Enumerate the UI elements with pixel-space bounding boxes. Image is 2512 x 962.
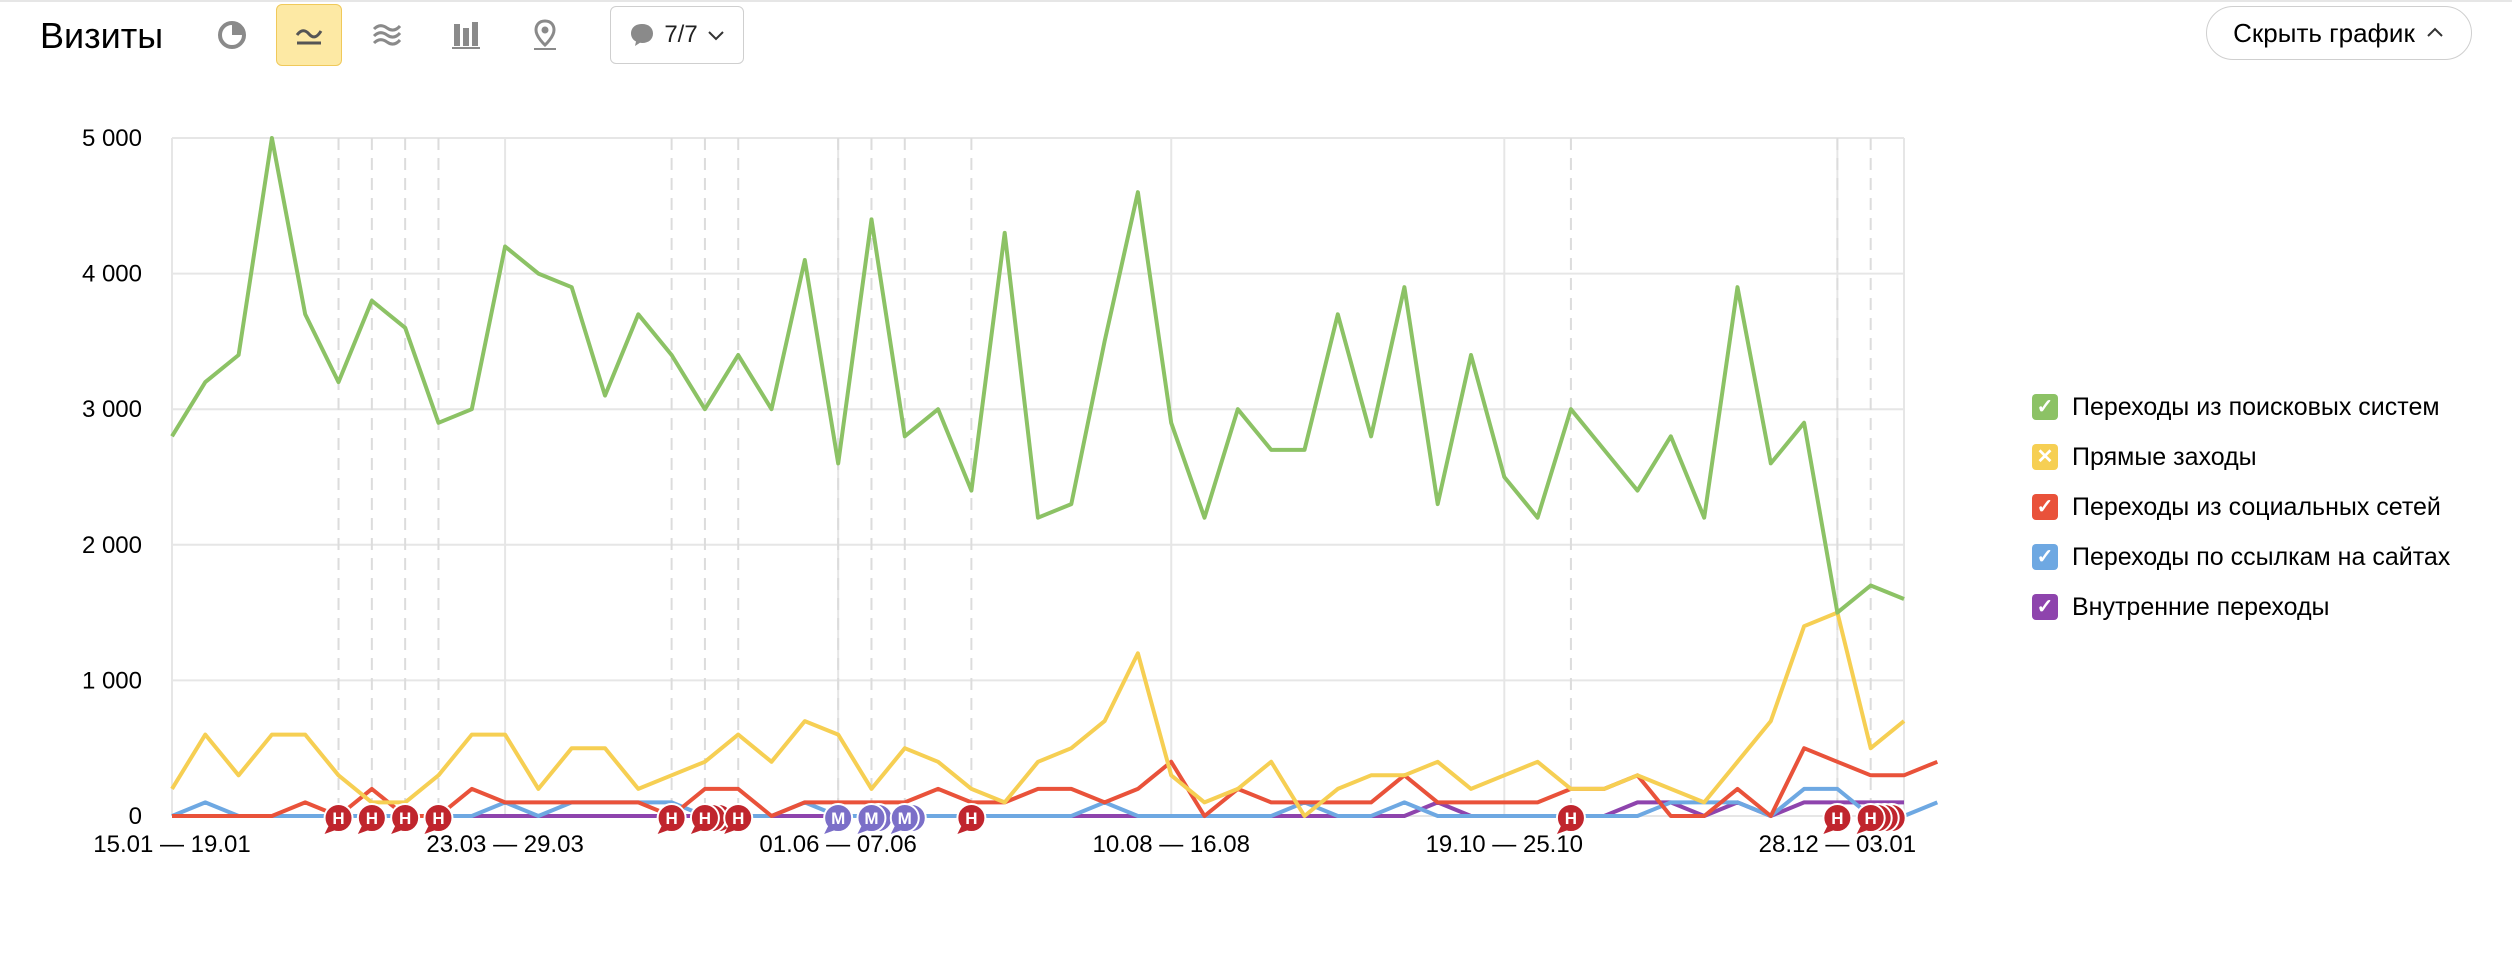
stacked-area-button[interactable] — [354, 4, 420, 66]
bar-chart-icon — [452, 22, 480, 49]
note-marker-tail — [1823, 826, 1835, 834]
legend-item[interactable]: ✓ Переходы из поисковых систем — [2032, 382, 2450, 432]
note-marker — [856, 803, 887, 833]
legend-checkbox[interactable]: ✓ — [2032, 494, 2058, 520]
legend-item[interactable]: ✓ Переходы из социальных сетей — [2032, 482, 2450, 532]
x-tick-label: 23.03 — 29.03 — [426, 831, 583, 858]
y-tick-label: 1 000 — [82, 667, 142, 694]
note-marker — [823, 803, 854, 833]
note-marker-tail — [391, 826, 403, 834]
stacked-area-icon — [372, 24, 402, 46]
page-title: Визиты — [40, 15, 164, 56]
note-marker-tail — [724, 826, 736, 834]
hide-chart-label: Скрыть график — [2233, 17, 2415, 48]
note-marker-letter: Н — [965, 809, 977, 828]
note-marker-tail — [1856, 826, 1868, 834]
note-marker — [956, 803, 987, 833]
y-tick-label: 4 000 — [82, 261, 142, 288]
note-marker — [323, 803, 354, 833]
note-marker-letter: Н — [432, 809, 444, 828]
note-marker-tail — [657, 826, 669, 834]
legend-item[interactable]: ✓ Внутренние переходы — [2032, 582, 2450, 632]
note-marker-tail — [690, 826, 702, 834]
chevron-up-icon — [2427, 27, 2443, 37]
note-marker-letter: М — [898, 809, 912, 828]
note-marker-tail — [890, 826, 902, 834]
note-marker-tail — [857, 826, 869, 834]
x-tick-label: 15.01 — 19.01 — [93, 831, 250, 858]
comment-icon — [631, 24, 654, 46]
line-chart-icon — [295, 29, 323, 45]
series-line — [170, 610, 1906, 818]
bar-chart-button[interactable] — [433, 4, 499, 66]
note-marker-letter: Н — [1565, 809, 1577, 828]
pie-chart-icon — [218, 21, 246, 49]
x-tick-label: 28.12 — 03.01 — [1759, 831, 1916, 858]
legend-checkbox[interactable]: ✓ — [2032, 394, 2058, 420]
note-marker-tail — [424, 826, 436, 834]
legend-label: Переходы из поисковых систем — [2072, 392, 2440, 421]
note-marker-letter: Н — [399, 809, 411, 828]
note-marker-letter: Н — [1831, 809, 1843, 828]
note-marker-letter: Н — [366, 809, 378, 828]
series-line — [172, 746, 1939, 818]
x-tick-label: 19.10 — 25.10 — [1426, 831, 1583, 858]
note-marker — [423, 803, 454, 833]
note-marker — [1855, 803, 1886, 833]
legend-checkbox[interactable]: ✕ — [2032, 444, 2058, 470]
x-tick-label: 10.08 — 16.08 — [1093, 831, 1250, 858]
note-marker-tail — [824, 826, 836, 834]
y-tick-label: 5 000 — [82, 125, 142, 152]
note-marker — [889, 803, 920, 833]
hide-chart-button[interactable]: Скрыть график — [2206, 6, 2472, 60]
y-tick-label: 0 — [129, 803, 142, 830]
note-marker-letter: Н — [332, 809, 344, 828]
notes-filter-button[interactable]: 7/7 — [610, 6, 744, 64]
note-marker-letter: Н — [732, 809, 744, 828]
legend-item[interactable]: ✕ Прямые заходы — [2032, 432, 2450, 482]
y-tick-label: 3 000 — [82, 396, 142, 423]
line-chart-button[interactable] — [276, 4, 342, 66]
top-border — [0, 0, 2512, 7]
legend-checkbox[interactable]: ✓ — [2032, 544, 2058, 570]
note-marker — [356, 803, 387, 833]
note-marker — [689, 803, 720, 833]
note-marker — [390, 803, 421, 833]
pie-chart-button[interactable] — [199, 4, 265, 66]
legend-item[interactable]: ✓ Переходы по ссылкам на сайтах — [2032, 532, 2450, 582]
legend-label: Переходы из социальных сетей — [2072, 492, 2441, 521]
y-tick-label: 2 000 — [82, 532, 142, 559]
note-marker — [656, 803, 687, 833]
notes-count: 7/7 — [664, 21, 698, 48]
series-line — [171, 786, 1939, 818]
note-marker — [1555, 803, 1586, 833]
note-marker-letter: М — [864, 809, 878, 828]
legend-checkbox[interactable]: ✓ — [2032, 594, 2058, 620]
note-marker-letter: Н — [699, 809, 711, 828]
chart-legend: ✓ Переходы из поисковых систем ✕ Прямые зах… — [2032, 382, 2450, 632]
note-marker — [723, 803, 754, 833]
note-marker-letter: Н — [1865, 809, 1877, 828]
note-marker — [1822, 803, 1853, 833]
series-line — [170, 136, 1905, 615]
note-marker-tail — [357, 826, 369, 834]
note-marker-tail — [957, 826, 969, 834]
visits-line-chart: 0 1 000 2 000 3 000 4 000 5 000 15.01 — 19.01 2… — [82, 125, 1939, 858]
note-marker-letter: М — [831, 809, 845, 828]
map-button[interactable] — [512, 4, 578, 66]
note-marker-tail — [324, 826, 336, 834]
x-tick-label: 01.06 — 07.06 — [759, 831, 916, 858]
note-marker-tail — [1556, 826, 1568, 834]
chevron-down-icon — [707, 31, 724, 41]
legend-label: Прямые заходы — [2072, 442, 2257, 471]
legend-label: Переходы по ссылкам на сайтах — [2072, 542, 2451, 571]
note-marker-letter: Н — [665, 809, 677, 828]
map-pin-icon — [534, 19, 556, 50]
legend-label: Внутренние переходы — [2072, 592, 2330, 621]
